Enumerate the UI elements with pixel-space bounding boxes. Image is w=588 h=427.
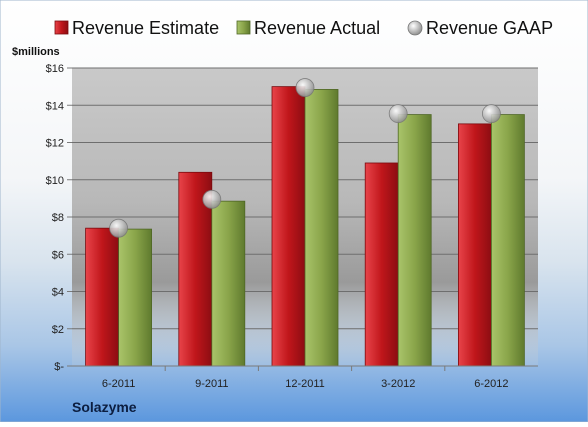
bars — [85, 86, 525, 367]
x-tick-label: 6-2011 — [102, 378, 135, 390]
y-tick-label: $8 — [52, 212, 64, 224]
bar-revenue-actual — [304, 89, 339, 367]
y-tick-label: $2 — [52, 324, 64, 336]
marker-revenue-gaap — [481, 104, 501, 124]
marker-revenue-gaap — [388, 104, 408, 124]
bar-revenue-actual — [490, 114, 525, 367]
y-axis-ticks: $- $2 $4 $6 $8 $10 $12 $14 $16 — [46, 63, 72, 373]
bar-revenue-actual — [211, 200, 246, 367]
y-tick-label: $10 — [46, 175, 64, 187]
legend-swatch-revenue-gaap — [407, 20, 423, 36]
x-tick-label: 3-2012 — [381, 378, 415, 390]
marker-revenue-gaap — [202, 189, 222, 209]
bar-revenue-actual — [397, 114, 432, 367]
y-tick-label: $12 — [46, 138, 64, 150]
legend-label: Revenue Estimate — [72, 18, 219, 38]
y-tick-label: $14 — [46, 100, 64, 112]
x-tick-label: 12-2011 — [285, 378, 325, 390]
y-tick-label: $6 — [52, 249, 64, 261]
bar-revenue-actual — [118, 228, 152, 367]
x-tick-label: 6-2012 — [474, 378, 508, 390]
y-tick-label: $16 — [46, 63, 64, 75]
x-axis-ticks: 6-2011 9-2011 12-2011 3-2012 6-2012 — [102, 366, 509, 390]
company-name: Solazyme — [72, 399, 137, 415]
bar-revenue-estimate — [271, 86, 306, 367]
gaap-markers — [109, 78, 501, 238]
bar-revenue-estimate — [85, 227, 119, 367]
x-tick-label: 9-2011 — [195, 378, 228, 390]
y-tick-label: $4 — [52, 287, 64, 299]
y-tick-label: $- — [54, 361, 64, 373]
bar-revenue-estimate — [457, 123, 492, 367]
marker-revenue-gaap — [295, 78, 315, 97]
y-axis-label: $millions — [12, 46, 60, 58]
legend-swatch-revenue-estimate — [54, 20, 69, 35]
legend-label: Revenue GAAP — [426, 18, 553, 38]
marker-revenue-gaap — [109, 218, 128, 238]
legend-label: Revenue Actual — [254, 18, 380, 38]
legend-swatch-revenue-actual — [236, 20, 251, 35]
legend: Revenue Estimate Revenue Actual Revenue GA… — [54, 18, 553, 38]
bar-revenue-estimate — [364, 162, 399, 367]
